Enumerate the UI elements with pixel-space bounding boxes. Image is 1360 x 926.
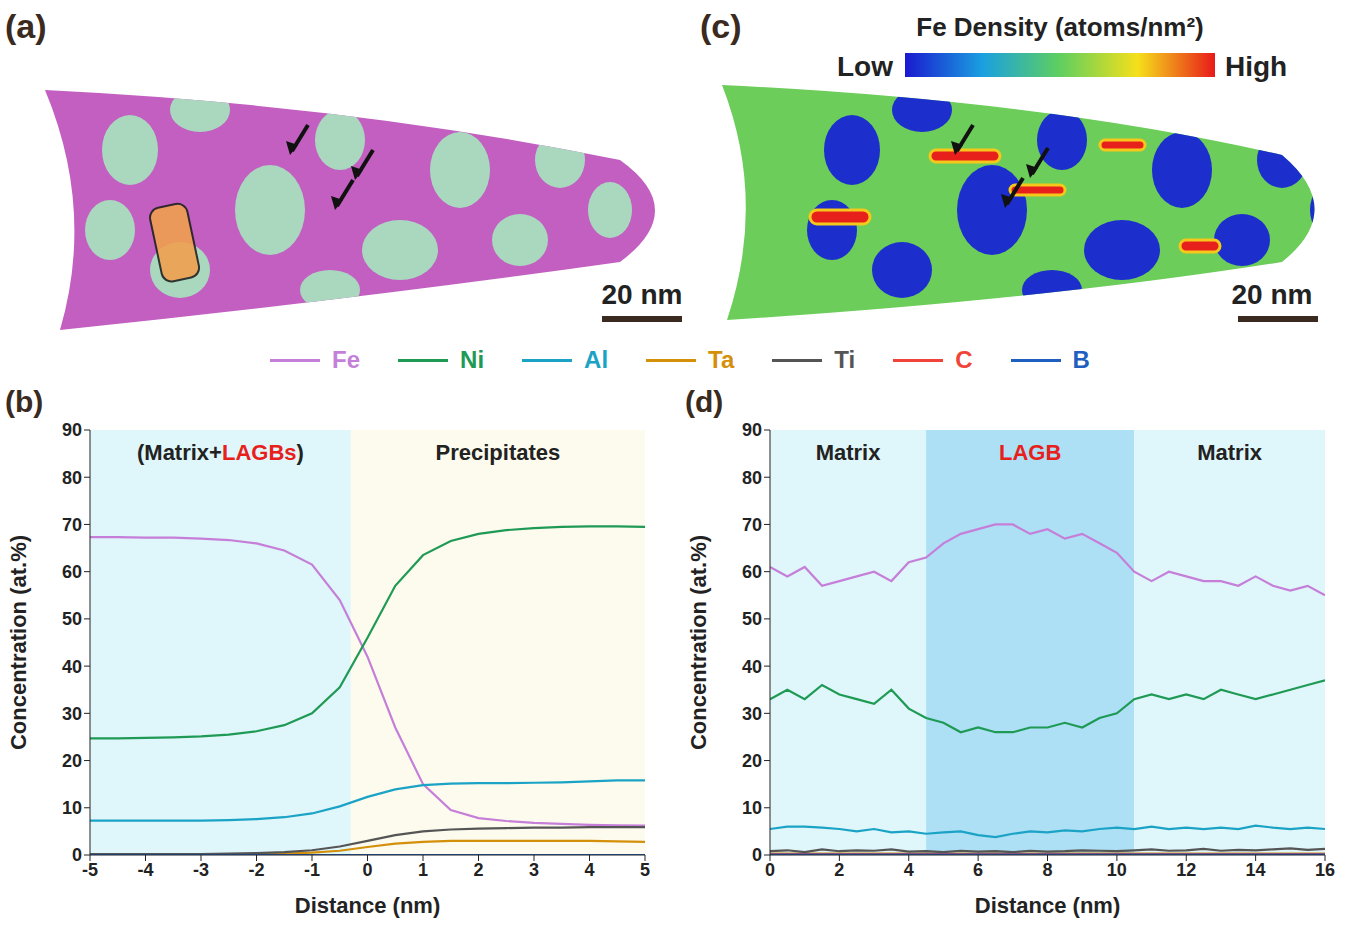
svg-text:4: 4 <box>904 860 914 880</box>
svg-text:40: 40 <box>742 657 762 677</box>
svg-text:Concentration (at.%): Concentration (at.%) <box>6 535 31 750</box>
svg-text:(Matrix+LAGBs): (Matrix+LAGBs) <box>137 440 304 465</box>
svg-text:60: 60 <box>742 562 762 582</box>
svg-text:20: 20 <box>62 751 82 771</box>
svg-text:14: 14 <box>1246 860 1266 880</box>
svg-text:0: 0 <box>765 860 775 880</box>
svg-text:Matrix: Matrix <box>816 440 882 465</box>
svg-text:0: 0 <box>752 845 762 865</box>
svg-text:20: 20 <box>742 751 762 771</box>
svg-text:60: 60 <box>62 562 82 582</box>
svg-text:5: 5 <box>640 860 650 880</box>
svg-text:90: 90 <box>742 420 762 440</box>
svg-text:-4: -4 <box>137 860 153 880</box>
svg-text:90: 90 <box>62 420 82 440</box>
svg-text:30: 30 <box>742 704 762 724</box>
svg-text:4: 4 <box>584 860 594 880</box>
svg-text:Distance (nm): Distance (nm) <box>295 893 440 918</box>
html-text:Ta: Ta <box>708 346 735 373</box>
svg-text:6: 6 <box>973 860 983 880</box>
svg-text:Precipitates: Precipitates <box>436 440 561 465</box>
svg-text:30: 30 <box>62 704 82 724</box>
svg-text:-1: -1 <box>304 860 320 880</box>
svg-text:20 nm: 20 nm <box>602 279 683 310</box>
svg-text:2: 2 <box>834 860 844 880</box>
svg-text:LAGB: LAGB <box>999 440 1061 465</box>
svg-text:80: 80 <box>742 468 762 488</box>
html-text:B: B <box>1072 346 1090 373</box>
svg-text:0: 0 <box>72 845 82 865</box>
svg-text:2: 2 <box>473 860 483 880</box>
svg-text:-5: -5 <box>82 860 98 880</box>
svg-text:-3: -3 <box>193 860 209 880</box>
html-text:Al: Al <box>584 346 609 373</box>
svg-text:70: 70 <box>742 515 762 535</box>
svg-text:(a): (a) <box>5 7 47 45</box>
svg-text:10: 10 <box>1107 860 1127 880</box>
html-text:(d): (d) <box>685 385 724 418</box>
html-text:Fe: Fe <box>332 346 361 373</box>
svg-text:16: 16 <box>1315 860 1335 880</box>
svg-text:3: 3 <box>529 860 539 880</box>
svg-text:10: 10 <box>742 798 762 818</box>
html-text:Ni: Ni <box>460 346 485 373</box>
svg-text:10: 10 <box>62 798 82 818</box>
svg-text:Fe Density (atoms/nm²): Fe Density (atoms/nm²) <box>916 12 1204 42</box>
svg-text:0: 0 <box>362 860 372 880</box>
svg-text:High: High <box>1225 51 1287 82</box>
svg-text:-2: -2 <box>248 860 264 880</box>
svg-text:Concentration (at.%): Concentration (at.%) <box>686 535 711 750</box>
html-text:(b): (b) <box>5 385 44 418</box>
svg-text:Distance (nm): Distance (nm) <box>975 893 1120 918</box>
svg-text:20 nm: 20 nm <box>1232 279 1313 310</box>
svg-text:40: 40 <box>62 657 82 677</box>
svg-text:Matrix: Matrix <box>1197 440 1263 465</box>
html-text:C: C <box>955 346 973 373</box>
svg-text:70: 70 <box>62 515 82 535</box>
svg-text:12: 12 <box>1176 860 1196 880</box>
svg-text:50: 50 <box>62 609 82 629</box>
svg-text:(c): (c) <box>700 7 742 45</box>
svg-text:8: 8 <box>1042 860 1052 880</box>
svg-text:50: 50 <box>742 609 762 629</box>
svg-text:80: 80 <box>62 468 82 488</box>
svg-text:Low: Low <box>837 51 893 82</box>
html-text:Ti: Ti <box>834 346 856 373</box>
svg-text:1: 1 <box>418 860 428 880</box>
